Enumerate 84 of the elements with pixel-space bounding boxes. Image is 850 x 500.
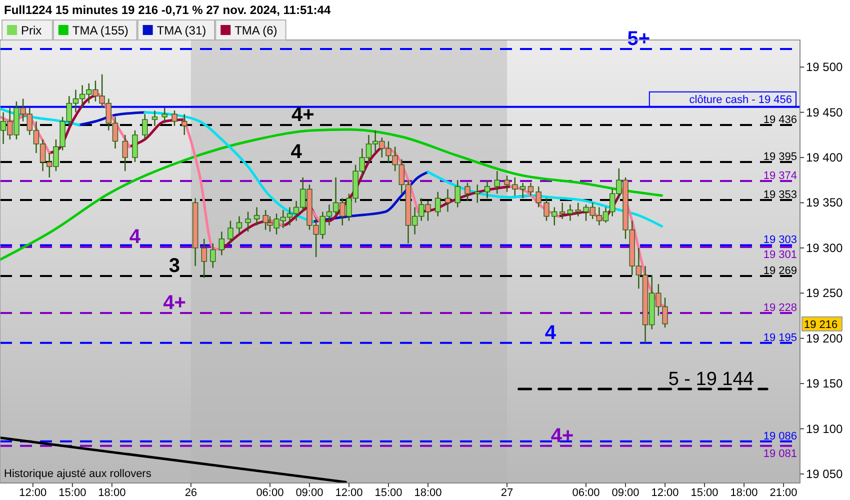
legend-label: TMA (31) <box>156 24 206 38</box>
candlestick <box>228 220 234 244</box>
annotation: 3 <box>168 254 180 277</box>
annotation: 4+ <box>291 104 314 126</box>
candlestick <box>454 180 460 208</box>
x-tick-label: 18:00 <box>730 487 758 499</box>
candlestick <box>444 188 451 212</box>
annotation: 4+ <box>163 292 186 314</box>
ref-line-label: 19 301 <box>763 249 797 262</box>
x-tick-label: 09:00 <box>612 487 640 499</box>
x-tick-label: 18:00 <box>98 487 126 499</box>
x-tick-label: 09:00 <box>296 487 324 499</box>
ref-line-label: 19 269 <box>763 264 797 277</box>
x-tick-label: 12:00 <box>335 487 363 499</box>
candlestick <box>142 114 148 140</box>
ref-line-label: 19 228 <box>763 302 797 314</box>
y-tick-label: 19 450 <box>806 105 844 120</box>
candlestick <box>172 110 178 126</box>
candlestick <box>210 242 216 268</box>
candlestick <box>201 238 207 278</box>
candlestick <box>536 186 542 208</box>
annotation: 4 <box>129 226 142 248</box>
annotation: 5+ <box>627 28 650 50</box>
candlestick <box>182 114 188 136</box>
candlestick <box>504 175 510 192</box>
candlestick <box>567 204 574 222</box>
annotation: 4+ <box>550 424 574 447</box>
candlestick <box>575 202 581 217</box>
candlestick <box>512 176 518 196</box>
x-tick-label: 06:00 <box>572 487 600 499</box>
legend-label: TMA (155) <box>72 24 128 38</box>
legend-label: Prix <box>21 24 42 38</box>
candlestick <box>474 184 480 204</box>
y-tick-label: 19 500 <box>806 60 844 74</box>
candlestick <box>152 110 158 126</box>
candlestick <box>552 206 558 226</box>
ref-line-label: 19 195 <box>763 332 797 344</box>
x-tick-label: 12:00 <box>19 487 47 499</box>
y-tick-label: 19 250 <box>806 286 844 300</box>
candlestick <box>528 182 534 196</box>
ref-line-label: 19 086 <box>763 430 797 442</box>
candlestick <box>484 180 490 199</box>
ref-line-label: 19 353 <box>763 189 797 202</box>
x-tick-label: 27 <box>500 487 514 499</box>
x-tick-label: 15:00 <box>374 487 402 499</box>
candlestick <box>464 182 470 202</box>
ref-line-label: 19 081 <box>763 448 797 460</box>
y-tick-label: 19 300 <box>806 240 844 255</box>
candlestick <box>132 130 138 163</box>
y-tick-label: 19 100 <box>806 422 844 436</box>
candlestick <box>236 216 242 235</box>
candlestick <box>494 170 500 194</box>
candlestick <box>559 202 566 220</box>
x-tick-label: 12:00 <box>651 487 679 499</box>
annotation: Historique ajusté aux rollovers <box>4 468 152 480</box>
candlestick <box>544 198 550 222</box>
y-tick-label: 19 200 <box>806 331 844 346</box>
chart-title: Full1224 15 minutes 19 216 -0,71 % 27 nov. 2024, 11:51:44 <box>4 3 331 17</box>
candlestick <box>122 134 128 172</box>
y-tick-label: 19 050 <box>806 466 844 481</box>
y-tick-label: 19 400 <box>806 150 844 165</box>
annotation: 4 <box>290 141 303 164</box>
annotation: 19 216 <box>804 318 838 331</box>
annotation: 4 <box>544 322 557 344</box>
x-tick-label: 15:00 <box>690 487 718 499</box>
candlestick <box>520 182 526 199</box>
candlestick <box>254 206 260 226</box>
x-tick-label: 26 <box>184 487 198 499</box>
x-tick-label: 15:00 <box>58 487 86 499</box>
annotation: 5 - 19 144 <box>668 368 754 390</box>
x-tick-label: 18:00 <box>414 487 442 499</box>
ref-line-label: 19 436 <box>763 114 797 126</box>
candlestick <box>218 231 225 256</box>
y-tick-label: 19 350 <box>806 196 844 210</box>
ref-line-label: clôture cash - 19 456 <box>689 94 792 106</box>
x-tick-label: 06:00 <box>256 487 284 499</box>
candlestick <box>435 191 441 217</box>
legend-label: TMA (6) <box>234 24 278 38</box>
x-tick-label: 21:00 <box>770 487 798 499</box>
y-tick-label: 19 150 <box>806 376 844 391</box>
ref-line-label: 19 303 <box>763 234 797 246</box>
ref-line-label: 19 374 <box>763 170 797 182</box>
candlestick <box>245 211 251 232</box>
ref-line-label: 19 395 <box>763 151 797 164</box>
